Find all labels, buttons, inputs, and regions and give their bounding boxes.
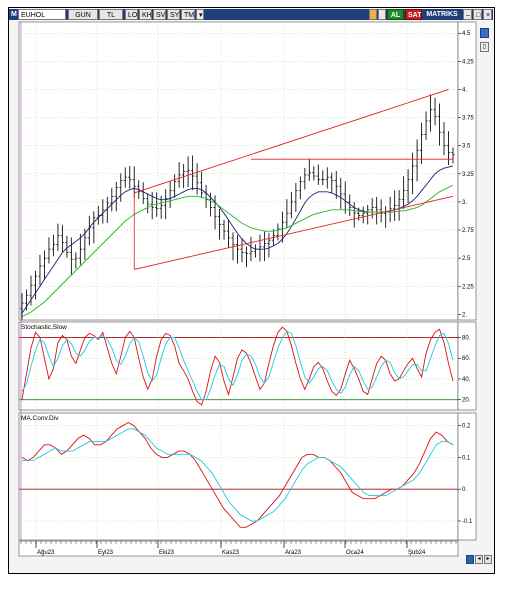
scroll-side-icon[interactable] [480,28,489,38]
x-tick-label: Eki23 [159,550,175,556]
channel-upper-line [134,89,449,194]
x-tick-label: Ağu23 [37,550,55,556]
minimize-icon[interactable]: – [463,9,472,20]
tmp-button[interactable]: TMP [181,9,195,20]
y-tick-label: 3. [462,200,467,206]
period-button[interactable]: GUN [68,9,98,20]
y-tick-label: 60. [462,356,471,362]
x-tick-label: Eyl23 [98,550,114,556]
scroll-right-button[interactable]: ▸ [484,555,492,564]
y-tick-label: 0.1 [462,455,471,461]
menu-button[interactable]: M [9,9,17,20]
panel-toggle-icon[interactable]: ▯ [480,42,489,52]
pin-icon[interactable] [369,9,377,20]
channel-lower-line [134,195,454,270]
y-tick-label: 2.5 [462,256,471,262]
x-tick-label: Ara23 [285,550,302,556]
svd-button[interactable]: SVD [153,9,166,20]
y-tick-label: 4.5 [462,31,471,37]
y-tick-label: -0.1 [462,519,473,525]
panel-1-plot-area [18,321,459,411]
panel-title: Stochastic,Slow [21,324,67,331]
close-icon[interactable]: × [483,9,492,20]
y-tick-label: 2. [462,312,467,318]
y-tick-label: 3.5 [462,144,471,150]
sell-button[interactable]: SAT [405,9,422,20]
macd-line [22,428,454,522]
panel-0-plot-area [18,21,459,321]
panel-1-axis-area [457,321,477,411]
stochastic-line [21,330,454,401]
stochastic-line [21,326,454,406]
toolbar: M EUHOL GUN TL LOG KHN SVD SYM TMP ▾ AL … [9,9,493,20]
y-tick-label: 80. [462,336,471,342]
macd-line [21,421,454,528]
scroll-left-button[interactable]: ◂ [475,555,483,564]
currency-button[interactable]: TL [99,9,123,20]
settings-icon[interactable] [378,9,386,20]
khn-button[interactable]: KHN [139,9,152,20]
dropdown-icon[interactable]: ▾ [196,9,204,20]
buy-button[interactable]: AL [387,9,404,20]
y-tick-label: 3.75 [462,116,474,122]
x-tick-label: Oca24 [346,550,364,556]
panel-2-axis-area [457,412,477,541]
app-title: MATRIKS [423,9,461,20]
x-axis-strip [18,540,459,557]
moving-average-line [21,184,454,318]
panel-2-plot-area [18,412,459,541]
y-tick-label: 40. [462,377,471,383]
y-tick-label: 0. [462,487,467,493]
y-tick-label: 2.75 [462,228,474,234]
lock-icon[interactable] [466,555,474,564]
y-tick-label: 4. [462,87,467,93]
log-button[interactable]: LOG [125,9,138,20]
maximize-icon[interactable]: □ [473,9,482,20]
y-tick-label: 0.2 [462,424,471,430]
y-tick-label: 2.25 [462,284,474,290]
y-tick-label: 3.25 [462,172,474,178]
x-tick-label: Şub24 [408,550,426,556]
panel-0-axis-area [457,21,477,321]
panel-title: MA.Conv.Div [21,415,59,422]
y-tick-label: 20. [462,398,471,404]
symbol-field[interactable]: EUHOL [18,9,66,20]
sym-button[interactable]: SYM [167,9,180,20]
y-tick-label: 4.25 [462,59,474,65]
x-tick-label: Kas23 [222,550,240,556]
